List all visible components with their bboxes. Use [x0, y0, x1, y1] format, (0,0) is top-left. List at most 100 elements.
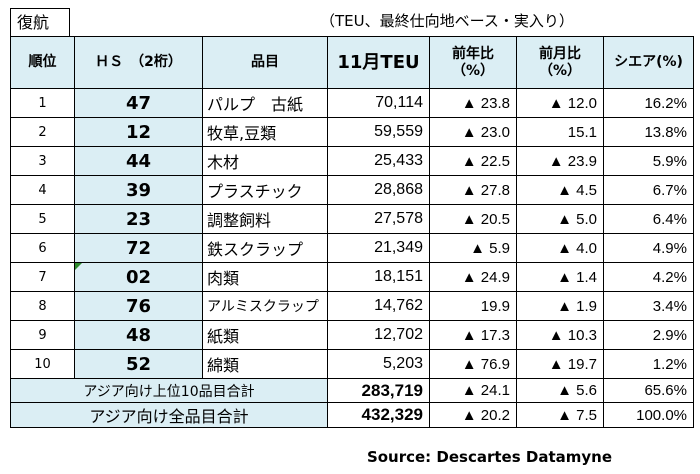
teu-cell: 27,578: [327, 204, 430, 234]
item-cell: 紙類: [202, 320, 328, 350]
hs-code-cell: 23: [74, 204, 203, 234]
header-row: 順位 ＨＳ （2桁） 品目 11月TEU 前年比 （%） 前月比 （%） シエア…: [10, 36, 694, 89]
share-cell: 4.2%: [603, 262, 694, 292]
total-teu: 283,719: [327, 378, 430, 403]
item-cell: 調整飼料: [202, 204, 328, 234]
rank-cell: 6: [10, 233, 75, 263]
hs-code-cell: 47: [74, 88, 203, 118]
share-cell: 2.9%: [603, 320, 694, 350]
col-yoy-line2: （%）: [451, 62, 495, 79]
col-hs: ＨＳ （2桁）: [74, 36, 203, 89]
unit-note: （TEU、最終仕向地ベース・実入り）: [320, 12, 574, 30]
total-row: アジア向け全品目合計 432,329 ▲ 20.2 ▲ 7.5 100.0%: [10, 402, 694, 428]
item-cell: 肉類: [202, 262, 328, 292]
teu-cell: 59,559: [327, 117, 430, 147]
col-mom: 前月比 （%）: [516, 36, 604, 89]
item-cell: 木材: [202, 146, 328, 176]
item-cell: 綿類: [202, 349, 328, 379]
total-share: 65.6%: [603, 378, 694, 403]
yoy-cell: ▲ 27.8: [429, 175, 517, 205]
yoy-cell: ▲ 5.9: [429, 233, 517, 263]
teu-cell: 14,762: [327, 291, 430, 321]
teu-cell: 5,203: [327, 349, 430, 379]
table-row: 1 47 パルプ 古紙 70,114 ▲ 23.8 ▲ 12.0 16.2%: [10, 88, 694, 118]
table-row: 5 23 調整飼料 27,578 ▲ 20.5 ▲ 5.0 6.4%: [10, 204, 694, 234]
rank-cell: 1: [10, 88, 75, 118]
share-cell: 6.7%: [603, 175, 694, 205]
share-cell: 4.9%: [603, 233, 694, 263]
hs-code-cell: 44: [74, 146, 203, 176]
teu-cell: 25,433: [327, 146, 430, 176]
share-cell: 16.2%: [603, 88, 694, 118]
yoy-cell: ▲ 20.5: [429, 204, 517, 234]
rank-cell: 5: [10, 204, 75, 234]
cargo-ranking-table: 順位 ＨＳ （2桁） 品目 11月TEU 前年比 （%） 前月比 （%） シエア…: [10, 36, 694, 428]
rank-cell: 4: [10, 175, 75, 205]
total-mom: ▲ 7.5: [516, 402, 604, 428]
yoy-cell: ▲ 22.5: [429, 146, 517, 176]
direction-tab: 復航: [10, 8, 70, 36]
total-yoy: ▲ 20.2: [429, 402, 517, 428]
share-cell: 5.9%: [603, 146, 694, 176]
item-cell: プラスチック: [202, 175, 328, 205]
table-row: 9 48 紙類 12,702 ▲ 17.3 ▲ 10.3 2.9%: [10, 320, 694, 350]
teu-cell: 18,151: [327, 262, 430, 292]
hs-code-cell: 02: [74, 262, 203, 292]
yoy-cell: ▲ 23.0: [429, 117, 517, 147]
hs-code-cell: 52: [74, 349, 203, 379]
rank-cell: 3: [10, 146, 75, 176]
total-share: 100.0%: [603, 402, 694, 428]
col-yoy: 前年比 （%）: [429, 36, 517, 89]
item-cell: 鉄スクラップ: [202, 233, 328, 263]
hs-code-cell: 76: [74, 291, 203, 321]
mom-cell: ▲ 1.9: [516, 291, 604, 321]
col-share: シエア(%): [603, 36, 694, 89]
teu-cell: 70,114: [327, 88, 430, 118]
col-item: 品目: [202, 36, 328, 89]
comment-marker-icon: [75, 263, 82, 270]
table-row: 10 52 綿類 5,203 ▲ 76.9 ▲ 19.7 1.2%: [10, 349, 694, 379]
item-cell: パルプ 古紙: [202, 88, 328, 118]
hs-code-cell: 48: [74, 320, 203, 350]
total-row: アジア向け上位10品目合計 283,719 ▲ 24.1 ▲ 5.6 65.6%: [10, 378, 694, 403]
item-cell: アルミスクラップ: [202, 291, 328, 321]
mom-cell: ▲ 23.9: [516, 146, 604, 176]
table-row: 6 72 鉄スクラップ 21,349 ▲ 5.9 ▲ 4.0 4.9%: [10, 233, 694, 263]
total-teu: 432,329: [327, 402, 430, 428]
yoy-cell: ▲ 17.3: [429, 320, 517, 350]
mom-cell: ▲ 4.5: [516, 175, 604, 205]
table-row: 3 44 木材 25,433 ▲ 22.5 ▲ 23.9 5.9%: [10, 146, 694, 176]
col-teu: 11月TEU: [327, 36, 430, 89]
teu-cell: 21,349: [327, 233, 430, 263]
rank-cell: 8: [10, 291, 75, 321]
mom-cell: ▲ 10.3: [516, 320, 604, 350]
yoy-cell: ▲ 76.9: [429, 349, 517, 379]
yoy-cell: ▲ 23.8: [429, 88, 517, 118]
table-row: 8 76 アルミスクラップ 14,762 19.9 ▲ 1.9 3.4%: [10, 291, 694, 321]
share-cell: 1.2%: [603, 349, 694, 379]
rank-cell: 10: [10, 349, 75, 379]
teu-cell: 28,868: [327, 175, 430, 205]
rank-cell: 7: [10, 262, 75, 292]
yoy-cell: 19.9: [429, 291, 517, 321]
col-mom-line1: 前月比: [539, 45, 581, 62]
rank-cell: 9: [10, 320, 75, 350]
share-cell: 13.8%: [603, 117, 694, 147]
total-mom: ▲ 5.6: [516, 378, 604, 403]
total-label: アジア向け全品目合計: [10, 402, 328, 428]
mom-cell: ▲ 19.7: [516, 349, 604, 379]
rank-cell: 2: [10, 117, 75, 147]
item-cell: 牧草,豆類: [202, 117, 328, 147]
table-row: 7 02 肉類 18,151 ▲ 24.9 ▲ 1.4 4.2%: [10, 262, 694, 292]
total-label: アジア向け上位10品目合計: [10, 378, 328, 403]
teu-cell: 12,702: [327, 320, 430, 350]
hs-code-cell: 39: [74, 175, 203, 205]
source-note: Source: Descartes Datamyne: [366, 448, 612, 466]
col-rank: 順位: [10, 36, 75, 89]
mom-cell: ▲ 12.0: [516, 88, 604, 118]
hs-code-cell: 12: [74, 117, 203, 147]
table-row: 4 39 プラスチック 28,868 ▲ 27.8 ▲ 4.5 6.7%: [10, 175, 694, 205]
mom-cell: ▲ 5.0: [516, 204, 604, 234]
share-cell: 3.4%: [603, 291, 694, 321]
mom-cell: ▲ 1.4: [516, 262, 604, 292]
